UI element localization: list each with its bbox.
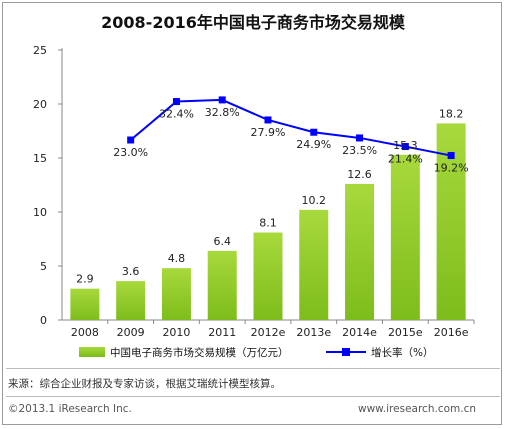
bar-value-label: 4.8 — [168, 252, 186, 265]
data-labels: 2.9 3.6 4.8 6.4 8.1 10.2 12.6 15.3 18.2 23.0% 32.4… — [76, 106, 468, 286]
bar-value-label: 6.4 — [213, 235, 231, 248]
source-note: 来源：综合企业财报及专家访谈，根据艾瑞统计模型核算。 — [8, 378, 281, 390]
bar-value-label: 10.2 — [302, 194, 327, 207]
divider-top — [6, 368, 500, 369]
x-tick-label: 2011 — [208, 326, 236, 339]
x-tick-label: 2016e — [434, 326, 469, 339]
growth-value-label: 24.9% — [296, 138, 331, 151]
growth-value-label: 19.2% — [434, 162, 469, 175]
legend-line-label: 增长率（%） — [371, 347, 434, 359]
growth-value-label: 23.0% — [113, 146, 148, 159]
legend-bar-label: 中国电子商务市场交易规模（万亿元） — [110, 347, 289, 359]
growth-marker — [218, 96, 226, 104]
bar-value-label: 18.2 — [439, 107, 464, 120]
growth-marker — [356, 134, 364, 142]
growth-value-label: 23.5% — [342, 144, 377, 157]
legend-line-swatch — [326, 348, 366, 356]
x-tick-label: 2012e — [251, 326, 286, 339]
growth-value-label: 27.9% — [251, 126, 286, 139]
y-tick-label: 15 — [33, 152, 47, 165]
bar — [299, 209, 329, 320]
x-tick-label: 2008 — [71, 326, 99, 339]
growth-marker — [172, 98, 180, 106]
y-tick-label: 20 — [33, 98, 47, 111]
y-tick-label: 0 — [40, 314, 47, 327]
y-tick-label: 5 — [40, 260, 47, 273]
growth-marker — [401, 143, 409, 151]
bar-value-label: 2.9 — [76, 273, 94, 286]
growth-marker — [447, 152, 455, 160]
x-tick-label: 2013e — [296, 326, 331, 339]
x-tick-label: 2015e — [388, 326, 423, 339]
legend-bar-swatch — [79, 347, 105, 357]
growth-marker — [127, 136, 135, 144]
bar-value-label: 3.6 — [122, 265, 140, 278]
x-tick-label: 2014e — [342, 326, 377, 339]
axes: 0 5 10 15 20 25 2008 2009 2010 2011 2012e 2013e 2014… — [33, 44, 475, 339]
line-series — [127, 96, 455, 160]
y-tick-label: 10 — [33, 206, 47, 219]
growth-value-label: 32.4% — [159, 108, 194, 121]
x-tick-label: 2010 — [162, 326, 190, 339]
divider-bottom — [6, 396, 500, 397]
growth-line — [130, 98, 452, 157]
bar — [390, 154, 420, 320]
growth-value-label: 21.4% — [388, 153, 423, 166]
chart-title: 2008-2016年中国电子商务市场交易规模 — [101, 13, 405, 32]
bar — [70, 288, 100, 320]
bar — [345, 183, 375, 320]
growth-marker — [264, 116, 272, 124]
bar-value-label: 8.1 — [259, 217, 277, 230]
bar-value-label: 15.3 — [393, 139, 418, 152]
growth-value-label: 32.8% — [205, 106, 240, 119]
bar-value-label: 12.6 — [347, 168, 372, 181]
bar — [116, 281, 146, 320]
growth-marker — [310, 128, 318, 136]
bar-series — [70, 123, 466, 320]
bar — [253, 232, 283, 320]
bar — [207, 250, 237, 320]
x-tick-label: 2009 — [117, 326, 145, 339]
website: www.iresearch.com.cn — [358, 403, 477, 415]
y-tick-label: 25 — [33, 44, 47, 57]
bar — [161, 268, 191, 320]
copyright: ©2013.1 iResearch Inc. — [8, 403, 132, 415]
